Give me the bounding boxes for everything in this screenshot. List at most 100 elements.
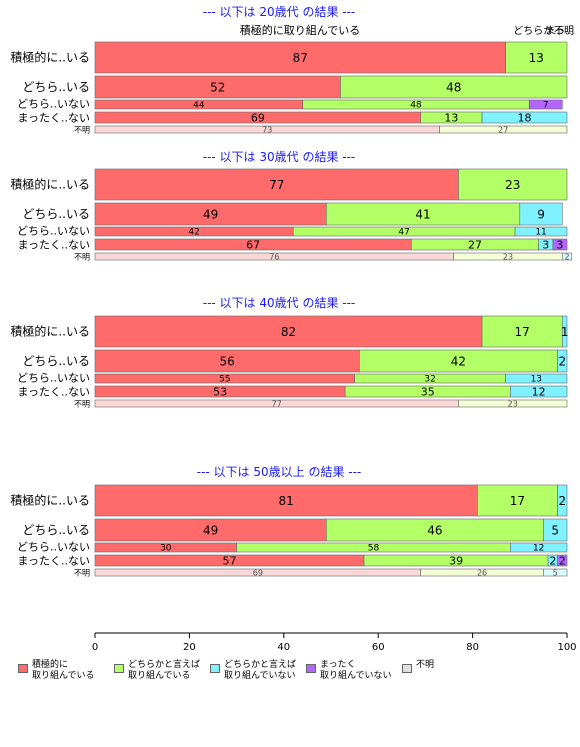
legend-label-3: まったく 取り組んでいない	[320, 660, 392, 681]
bar-value-2-2-1: 32	[424, 375, 435, 385]
bar-value-3-1-1: 46	[427, 523, 442, 537]
bar-value-2-4-0: 77	[272, 399, 282, 408]
bar-value-3-4-1: 26	[477, 568, 487, 577]
bar-value-0-0-0: 87	[293, 51, 308, 65]
legend-swatch-0	[18, 664, 28, 673]
bar-segment-2-0-2	[561, 315, 568, 348]
legend-label-4: 不明	[416, 660, 435, 670]
bar-value-1-0-0: 77	[269, 178, 284, 192]
bar-value-0-0-1: 13	[529, 51, 544, 65]
bar-value-3-2-2: 12	[533, 544, 544, 554]
x-tick-label-1: 20	[183, 642, 196, 653]
bar-value-2-4-1: 23	[508, 399, 518, 408]
row-label-1-3: まったく..ない	[17, 238, 90, 251]
bar-segment-3-3-3	[557, 554, 568, 567]
row-label-2-1: どちら..いる	[22, 354, 90, 368]
row-label-1-2: どちら..いない	[17, 225, 90, 238]
bar-segment-1-2-2	[514, 226, 568, 237]
x-tick-label-5: 100	[557, 642, 576, 653]
bar-value-3-4-2: 5	[553, 568, 558, 577]
bar-value-1-4-2: 2	[564, 252, 569, 261]
bar-value-0-3-2: 18	[518, 111, 532, 124]
bar-value-3-0-1: 17	[510, 494, 525, 508]
header-label-0: 積極的に取り組んでいる	[240, 23, 360, 37]
bar-value-2-2-0: 55	[219, 375, 230, 385]
bar-segment-3-2-2	[510, 542, 568, 553]
row-label-2-2: どちら..いない	[17, 372, 90, 385]
row-label-0-1: どちら..いる	[22, 80, 90, 94]
row-label-0-0: 積極的に..いる	[10, 50, 90, 65]
bar-segment-3-4-2	[543, 568, 568, 577]
bar-value-1-3-3: 3	[556, 238, 563, 251]
legend-label-1: どちらかと言えば 取り組んでいる	[128, 660, 201, 681]
panel-title-0: --- 以下は 20歳代 の結果 ---	[203, 5, 356, 19]
bar-value-1-3-1: 27	[468, 238, 482, 251]
bar-value-2-3-2: 12	[532, 385, 546, 398]
bar-segment-2-3-2	[510, 385, 568, 398]
row-label-1-1: どちら..いる	[22, 207, 90, 221]
row-label-0-2: どちら..いない	[17, 98, 90, 111]
row-label-3-2: どちら..いない	[17, 541, 90, 554]
row-label-2-0: 積極的に..いる	[10, 324, 90, 339]
bar-value-3-4-0: 69	[253, 568, 263, 577]
bar-value-3-0-2: 2	[558, 494, 566, 508]
bar-value-2-3-1: 35	[421, 385, 435, 398]
bar-segment-1-4-2	[561, 252, 573, 261]
bar-segment-3-0-1	[477, 484, 558, 517]
legend-swatch-3	[306, 664, 316, 673]
row-label-0-3: まったく..ない	[17, 111, 90, 124]
bar-value-2-3-0: 53	[213, 385, 227, 398]
x-tick-label-3: 60	[372, 642, 385, 653]
row-label-3-4: 不明	[74, 568, 90, 577]
header-label-3: 不明	[554, 25, 574, 37]
bar-segment-0-1-1	[340, 75, 568, 99]
bar-value-2-2-2: 13	[531, 375, 542, 385]
bar-segment-2-1-2	[557, 349, 568, 373]
bar-value-3-2-1: 58	[368, 544, 380, 554]
row-label-3-1: どちら..いる	[22, 523, 90, 537]
bar-segment-0-4-1	[439, 125, 568, 134]
bar-value-0-1-1: 48	[446, 80, 461, 94]
bar-segment-1-0-1	[458, 168, 568, 201]
bar-value-3-0-0: 81	[279, 494, 294, 508]
bar-value-3-3-3: 2	[559, 554, 566, 567]
row-label-2-3: まったく..ない	[17, 385, 90, 398]
bar-value-0-4-0: 73	[262, 125, 272, 134]
bar-value-2-1-0: 56	[220, 354, 235, 368]
bar-segment-2-0-1	[481, 315, 563, 348]
row-label-1-0: 積極的に..いる	[10, 177, 90, 192]
bar-segment-3-0-2	[557, 484, 568, 517]
legend: 積極的に 取り組んでいる どちらかと言えば 取り組んでいる どちらかと言えば 取…	[18, 660, 578, 700]
bar-value-1-1-1: 41	[415, 207, 430, 221]
bar-value-2-0-1: 17	[515, 325, 530, 339]
bar-segment-2-2-2	[505, 373, 568, 384]
bar-value-2-1-2: 2	[558, 354, 566, 368]
bar-value-0-3-0: 69	[251, 111, 265, 124]
legend-label-2: どちらかと言えば 取り組んでいない	[224, 660, 297, 681]
bar-segment-0-3-2	[481, 111, 568, 124]
bar-value-2-0-0: 82	[281, 325, 296, 339]
bar-value-0-2-0: 44	[193, 101, 205, 111]
x-tick-label-2: 40	[277, 642, 290, 653]
bar-value-2-1-1: 42	[451, 354, 466, 368]
legend-label-0: 積極的に 取り組んでいる	[32, 660, 95, 681]
bar-segment-1-1-2	[519, 202, 563, 226]
row-label-3-0: 積極的に..いる	[10, 493, 90, 508]
bar-value-3-2-0: 30	[160, 544, 172, 554]
bar-value-3-3-2: 2	[549, 554, 556, 567]
x-tick-label-0: 0	[92, 642, 98, 653]
bar-value-1-2-2: 11	[535, 228, 546, 238]
bar-value-1-2-0: 42	[188, 228, 199, 238]
bar-value-0-4-1: 27	[498, 125, 508, 134]
header-label-1: どちらか...	[513, 25, 563, 37]
bar-value-3-1-2: 5	[551, 523, 559, 537]
panel-title-3: --- 以下は 50歳以上 の結果 ---	[197, 465, 362, 479]
bar-value-1-4-0: 76	[269, 252, 279, 261]
bar-segment-2-4-1	[458, 399, 568, 408]
panel-title-2: --- 以下は 40歳代 の結果 ---	[203, 296, 356, 310]
row-label-0-4: 不明	[74, 125, 90, 134]
panel-title-1: --- 以下は 30歳代 の結果 ---	[203, 150, 356, 164]
bar-value-3-3-0: 57	[223, 554, 237, 567]
row-label-3-3: まったく..ない	[17, 554, 90, 567]
